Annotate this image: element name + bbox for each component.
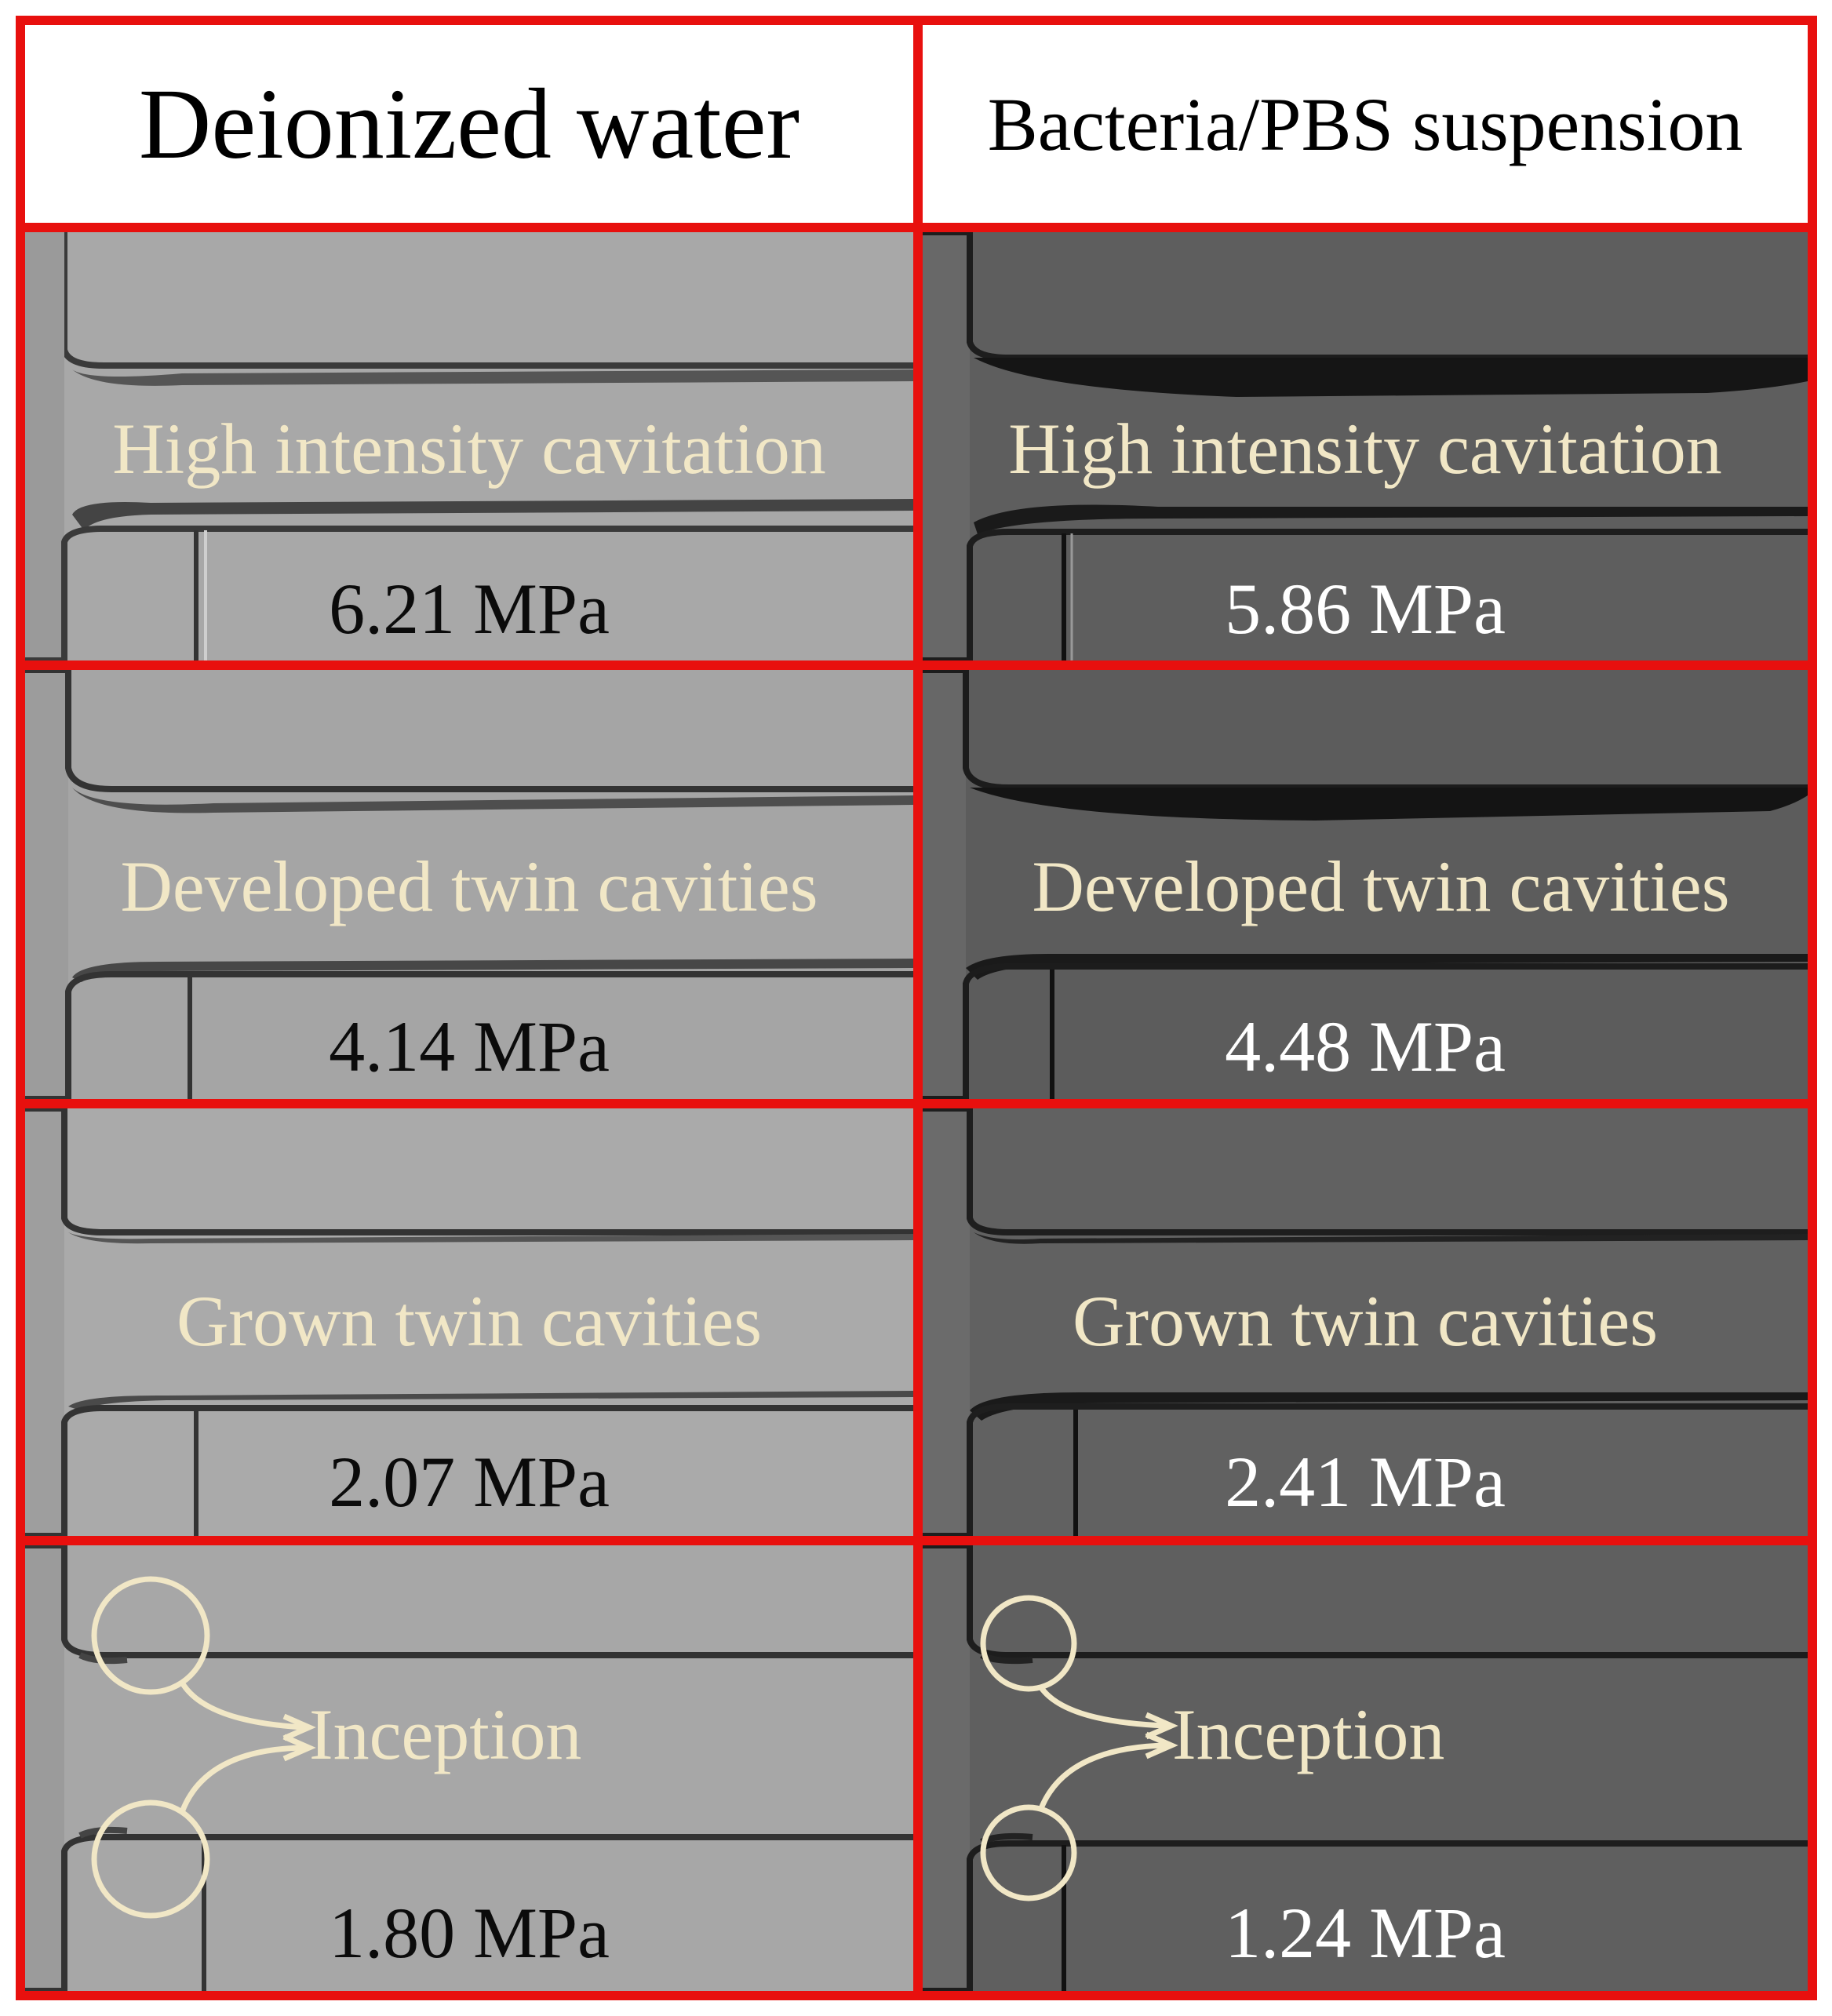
panel-water-inception: Inception 1.80 MPa [25, 1545, 913, 1991]
inception-annotation [91, 1576, 316, 1919]
grid-border-left [16, 16, 25, 2000]
inception-annotation [980, 1595, 1178, 1901]
panel-suspension-high-intensity: High intensity cavitation 5.86 MPa [923, 232, 1808, 660]
channel-image-suspension-3 [923, 1108, 1808, 1536]
pressure-label: 4.48 MPa [1225, 1006, 1506, 1086]
column-header-suspension: Bacteria/PBS suspension [923, 25, 1808, 223]
pressure-label: 2.07 MPa [329, 1442, 610, 1522]
grid-divider-vertical [913, 16, 923, 2000]
panel-water-developed: Developed twin cavities 4.14 MPa [25, 670, 913, 1099]
pressure-label: 4.14 MPa [329, 1006, 610, 1086]
pressure-label: 2.41 MPa [1225, 1442, 1506, 1522]
stage-label: Developed twin cavities [120, 846, 818, 926]
stage-label: High intensity cavitation [1008, 409, 1722, 489]
channel-image-water-3 [25, 1108, 913, 1536]
panel-suspension-developed: Developed twin cavities 4.48 MPa [923, 670, 1808, 1099]
channel-image-suspension-1 [923, 232, 1808, 660]
panel-water-high-intensity: High intensity cavitation 6.21 MPa [25, 232, 913, 660]
column-title-suspension: Bacteria/PBS suspension [987, 82, 1743, 166]
grid-divider-row-3 [16, 1099, 1817, 1108]
column-title-water: Deionized water [138, 67, 800, 180]
panel-suspension-inception: Inception 1.24 MPa [923, 1545, 1808, 1991]
stage-label: Inception [1172, 1694, 1445, 1774]
channel-image-suspension-4 [923, 1545, 1808, 1991]
grid-border-right [1808, 16, 1817, 2000]
stage-label: Developed twin cavities [1032, 846, 1730, 926]
channel-image-suspension-2 [923, 670, 1808, 1099]
grid-divider-row-1 [16, 223, 1817, 232]
pressure-label: 5.86 MPa [1225, 569, 1506, 649]
channel-image-water-2 [25, 670, 913, 1099]
grid-divider-row-4 [16, 1536, 1817, 1545]
panel-water-grown: Grown twin cavities 2.07 MPa [25, 1108, 913, 1536]
stage-label: Grown twin cavities [176, 1281, 763, 1361]
stage-label: High intensity cavitation [112, 409, 826, 489]
pressure-label: 1.24 MPa [1225, 1893, 1506, 1973]
panel-suspension-grown: Grown twin cavities 2.41 MPa [923, 1108, 1808, 1536]
grid-divider-row-2 [16, 660, 1817, 670]
channel-image-water-1 [25, 232, 913, 660]
column-header-water: Deionized water [25, 25, 913, 223]
pressure-label: 6.21 MPa [329, 569, 610, 649]
channel-image-water-4 [25, 1545, 913, 1991]
stage-label: Inception [309, 1694, 582, 1774]
stage-label: Grown twin cavities [1072, 1281, 1659, 1361]
pressure-label: 1.80 MPa [329, 1893, 610, 1973]
